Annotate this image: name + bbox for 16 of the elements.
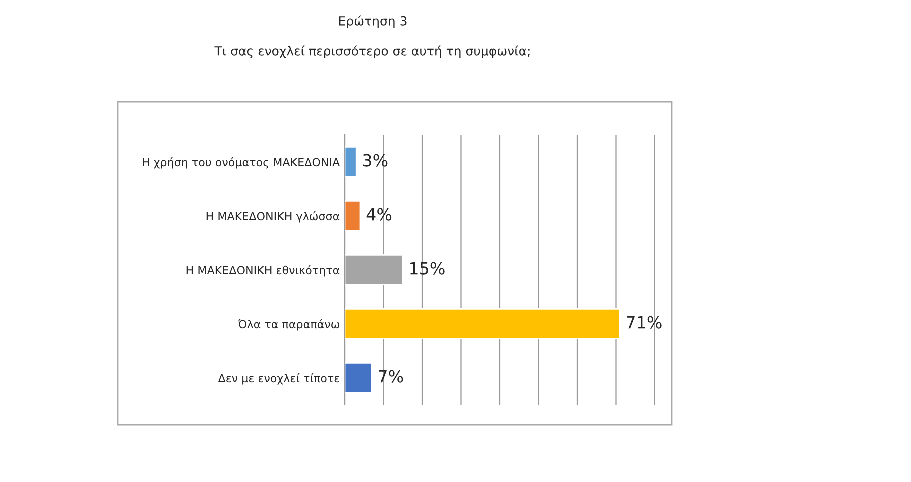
data-label: 7%	[379, 370, 404, 383]
data-label: 4%	[366, 208, 392, 221]
data-label: 3%	[363, 154, 388, 167]
bar	[345, 308, 621, 340]
data-label: 71%	[627, 316, 662, 329]
chart-title: Ερώτηση 3	[339, 16, 407, 28]
chart-subtitle: Τι σας ενοχλεί περισσότερο σε αυτή τη συμφωνία;	[214, 46, 530, 58]
y-tick-label: Δεν με ενοχλεί τίποτε	[218, 374, 340, 385]
y-tick-label: Η ΜΑΚΕΔΟΝΙΚΗ γλώσσα	[206, 212, 340, 223]
y-tick-label: Η ΜΑΚΕΔΟΝΙΚΗ εθνικότητα	[186, 266, 340, 277]
y-tick-label: Η χρήση του ονόματος ΜΑΚΕΔΟΝΙΑ	[142, 158, 340, 169]
bar	[345, 200, 362, 232]
bar	[345, 362, 373, 394]
data-label: 15%	[410, 262, 445, 275]
bar	[345, 146, 358, 178]
y-tick-label: Όλα τα παραπάνω	[238, 320, 340, 331]
